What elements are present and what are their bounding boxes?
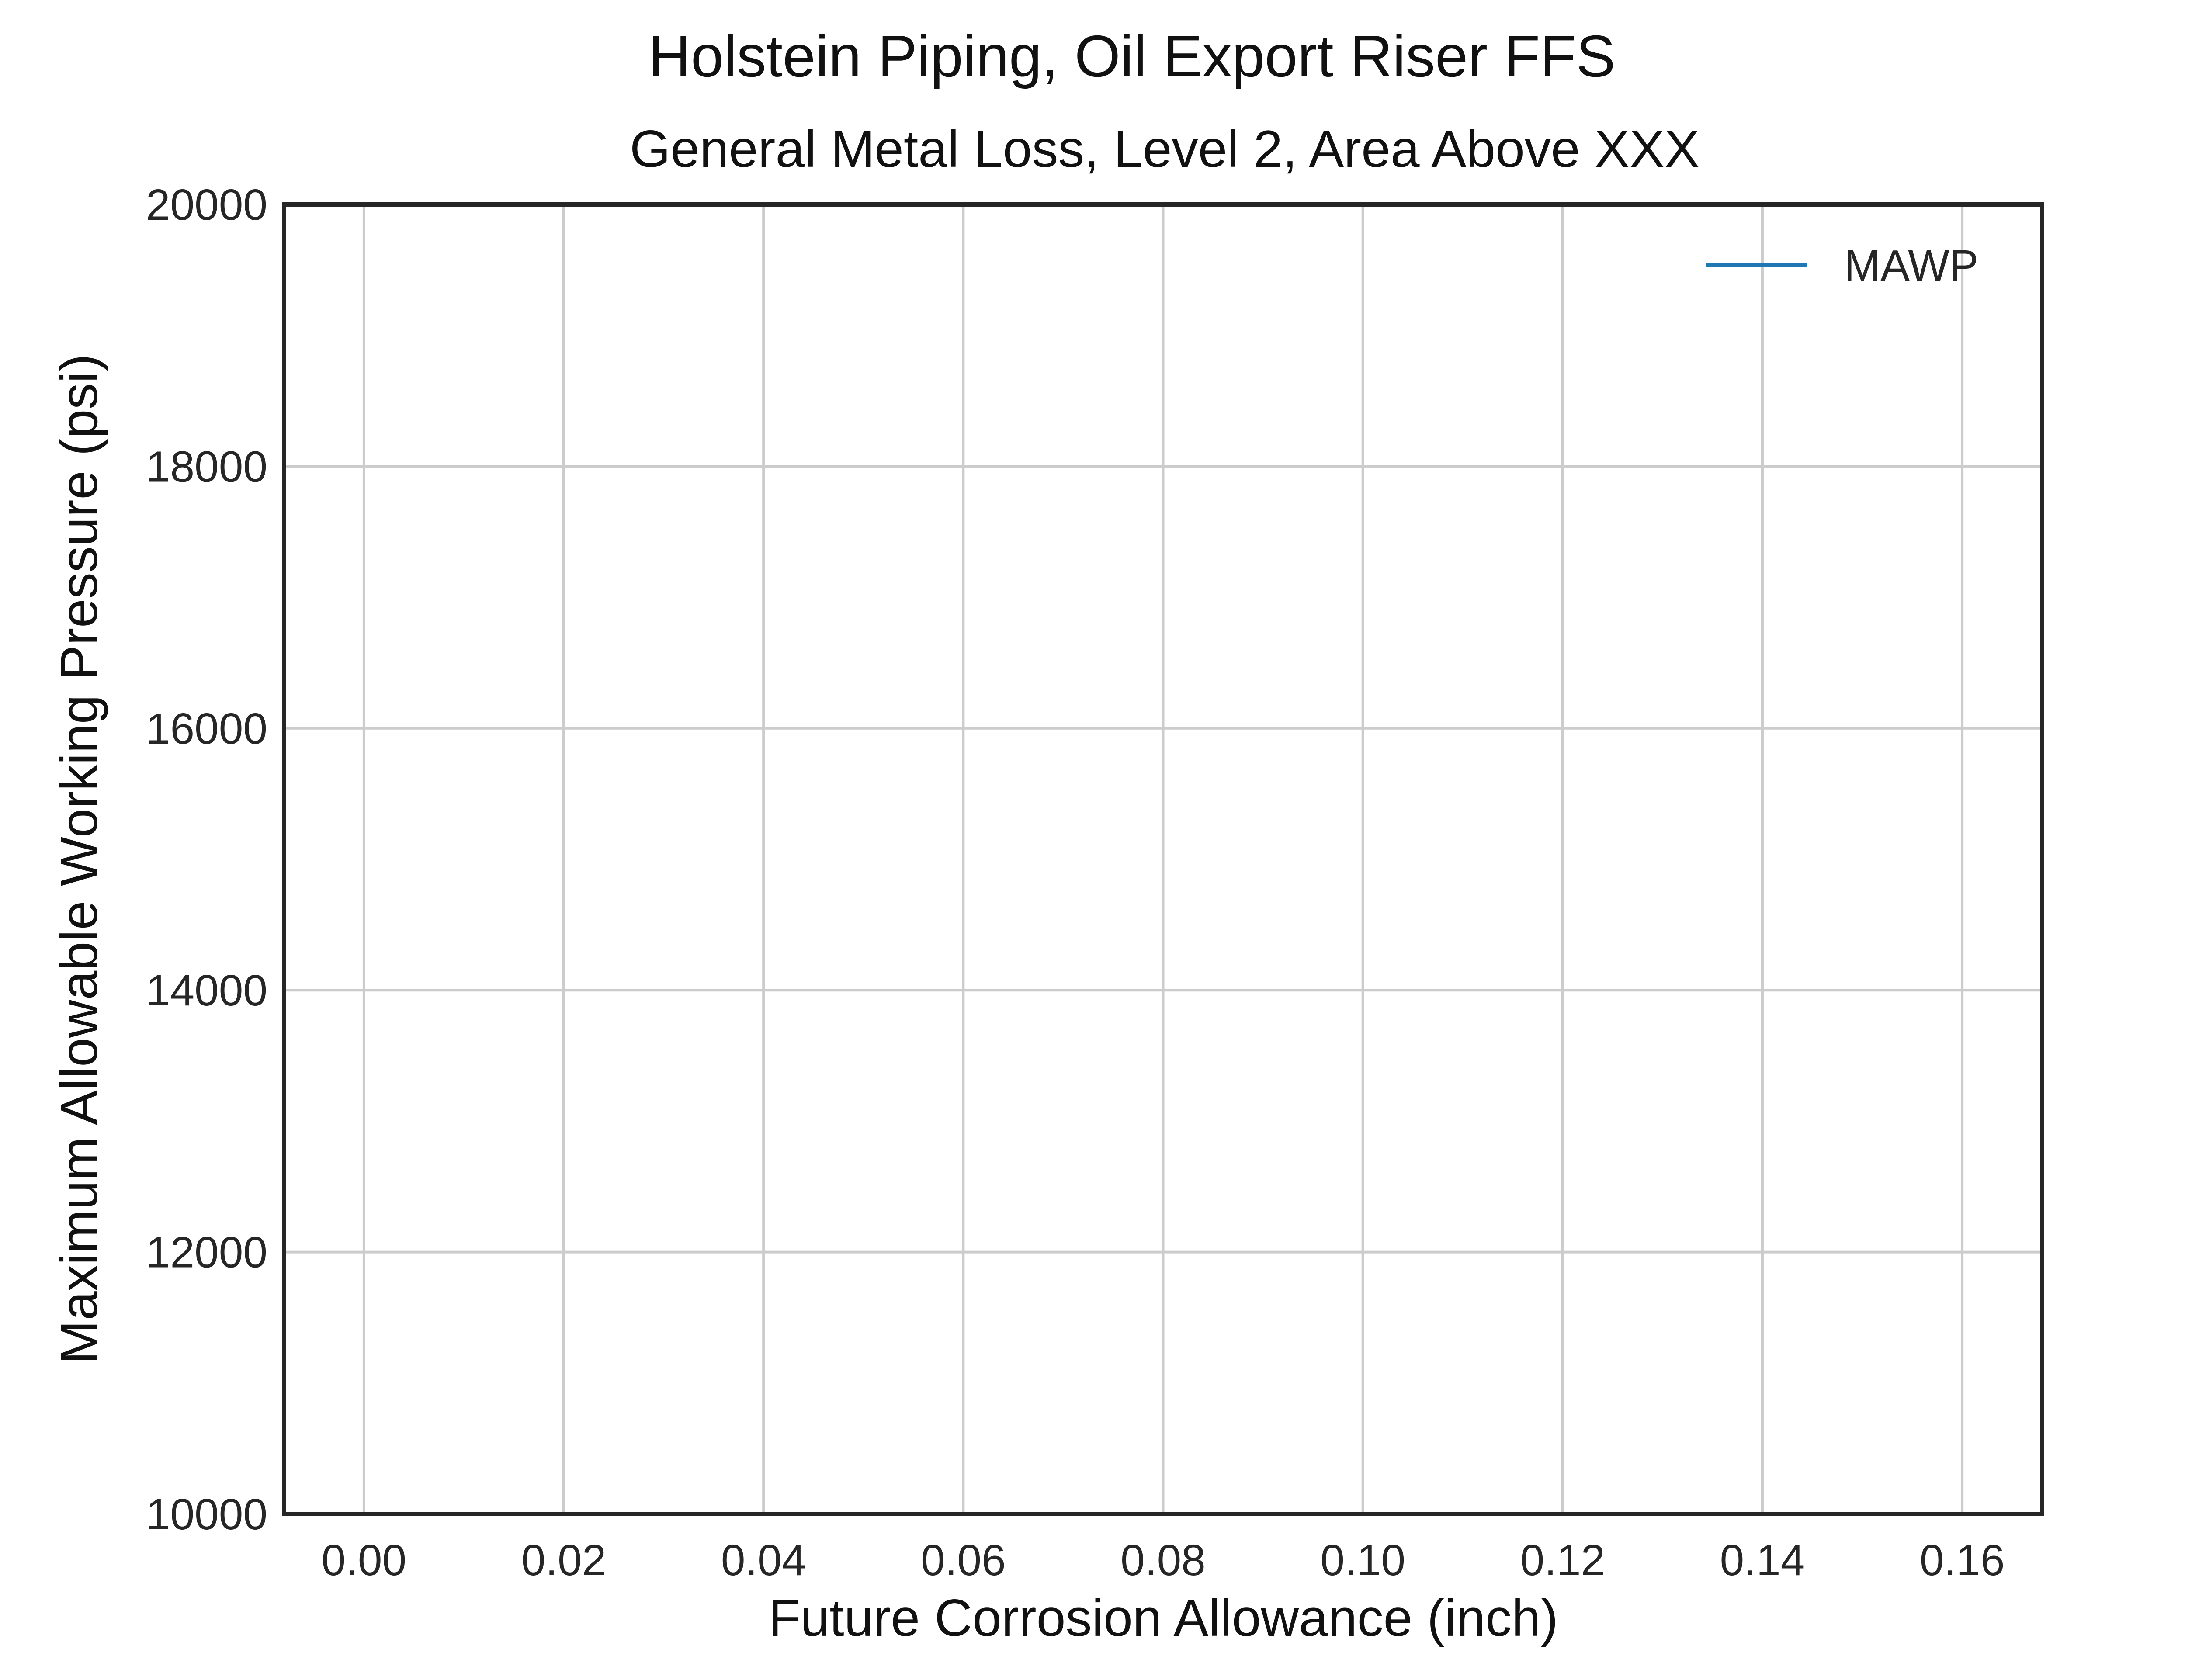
x-tick-label: 0.00 (322, 1536, 407, 1585)
chart-title: General Metal Loss, Level 2, Area Above … (630, 120, 1699, 178)
x-tick-label: 0.12 (1520, 1536, 1605, 1585)
y-tick-label: 14000 (146, 966, 267, 1015)
x-tick-label: 0.16 (1920, 1536, 2005, 1585)
plot-frame (282, 202, 2044, 1516)
chart-suptitle: Holstein Piping, Oil Export Riser FFS (648, 23, 1615, 89)
x-tick-label: 0.06 (921, 1536, 1006, 1585)
x-tick-label: 0.04 (721, 1536, 806, 1585)
y-tick-label: 20000 (146, 180, 267, 229)
x-tick-label: 0.02 (521, 1536, 607, 1585)
x-tick-label: 0.14 (1720, 1536, 1805, 1585)
legend-label: MAWP (1844, 241, 1978, 290)
y-tick-label: 10000 (146, 1490, 267, 1539)
x-tick-label: 0.10 (1320, 1536, 1405, 1585)
y-tick-label: 18000 (146, 442, 267, 491)
x-axis-ticks: 0.00 0.02 0.04 0.06 0.08 0.10 0.12 0.14 0.16 (322, 1536, 2005, 1585)
y-tick-label: 12000 (146, 1228, 267, 1277)
y-axis-ticks: 10000 12000 14000 16000 18000 20000 (146, 180, 267, 1539)
x-tick-label: 0.08 (1120, 1536, 1206, 1585)
legend: MAWP (1706, 241, 1978, 290)
x-axis-label: Future Corrosion Allowance (inch) (768, 1589, 1558, 1647)
y-tick-label: 16000 (146, 704, 267, 753)
y-axis-label: Maximum Allowable Working Pressure (psi) (50, 354, 108, 1364)
